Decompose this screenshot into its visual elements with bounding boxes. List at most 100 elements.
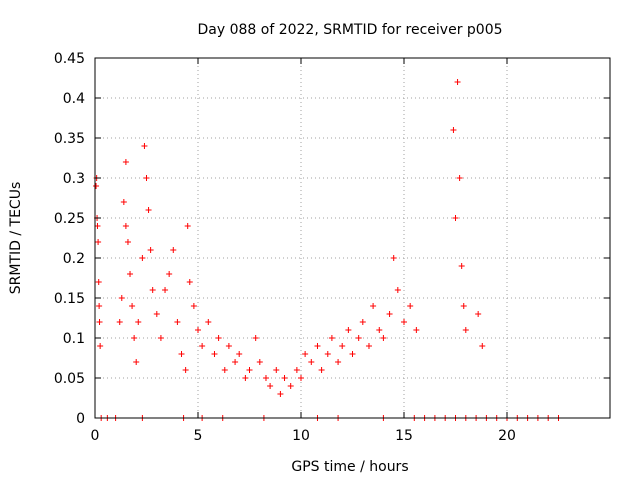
data-point	[456, 175, 463, 181]
data-point	[120, 199, 127, 205]
x-tick-label: 15	[395, 428, 413, 444]
data-point	[349, 351, 356, 357]
x-tick-label: 5	[194, 428, 203, 444]
data-point	[135, 319, 142, 325]
data-point	[281, 375, 288, 381]
data-point	[394, 287, 401, 293]
data-point	[122, 223, 129, 229]
data-point	[93, 183, 100, 189]
y-tick-label: 0.3	[63, 171, 85, 187]
grid-layer	[95, 58, 610, 418]
data-point	[454, 79, 461, 85]
y-tick-label: 0.35	[54, 131, 85, 147]
plot-frame	[94, 57, 611, 419]
x-tick-label: 0	[91, 428, 100, 444]
data-point	[205, 319, 212, 325]
data-point	[145, 207, 152, 213]
data-point	[335, 359, 342, 365]
y-tick-label: 0.2	[63, 251, 85, 267]
data-point	[314, 343, 321, 349]
data-point	[345, 327, 352, 333]
data-point	[95, 239, 102, 245]
data-point	[184, 223, 191, 229]
data-point	[452, 215, 459, 221]
data-point	[118, 295, 125, 301]
data-point	[262, 375, 269, 381]
data-point	[376, 327, 383, 333]
y-tick-label: 0.15	[54, 291, 85, 307]
ticks-layer: 0 0.05 0.1 0.15 0.2 0.25 0.3 0.35 0.4 0.45 0 5 10 15 2…	[54, 51, 610, 444]
data-point	[462, 327, 469, 333]
data-point	[236, 351, 243, 357]
data-point	[386, 311, 393, 317]
data-point	[308, 359, 315, 365]
data-point	[413, 327, 420, 333]
data-point	[401, 319, 407, 325]
data-point	[211, 351, 218, 357]
data-point	[355, 335, 362, 341]
data-point	[122, 159, 129, 165]
y-tick-label: 0.25	[54, 211, 85, 227]
chart-title: Day 088 of 2022, SRMTID for receiver p00…	[197, 22, 502, 38]
data-point	[170, 247, 177, 253]
data-point	[256, 359, 263, 365]
data-point	[359, 319, 366, 325]
data-point	[133, 359, 140, 365]
data-point	[277, 391, 284, 397]
data-point	[199, 343, 206, 349]
x-axis-label: GPS time / hours	[291, 459, 408, 475]
data-point	[293, 367, 300, 373]
y-axis-label: SRMTID / TECUs	[8, 182, 24, 295]
data-point	[195, 327, 201, 333]
data-point	[458, 263, 465, 269]
data-point	[242, 375, 249, 381]
data-point	[365, 343, 372, 349]
x-tick-label: 20	[498, 428, 516, 444]
data-point	[460, 303, 467, 309]
data-point	[129, 303, 136, 309]
data-point	[190, 303, 197, 309]
data-point	[127, 271, 134, 277]
data-point	[407, 303, 414, 309]
data-point	[225, 343, 232, 349]
data-point	[246, 367, 253, 373]
data-point	[232, 359, 239, 365]
y-tick-label: 0.4	[63, 91, 85, 107]
data-point	[96, 319, 103, 325]
data-point	[273, 367, 280, 373]
data-point	[166, 271, 173, 277]
data-point	[116, 319, 123, 325]
data-point	[139, 255, 146, 261]
data-point	[186, 279, 193, 285]
data-point	[302, 351, 309, 357]
data-point	[143, 175, 150, 181]
data-point	[149, 287, 156, 293]
data-point	[370, 303, 377, 309]
data-point	[339, 343, 346, 349]
data-point	[141, 143, 148, 149]
x-tick-label: 10	[292, 428, 310, 444]
data-point	[95, 279, 102, 285]
data-point	[162, 287, 169, 293]
y-tick-label: 0	[76, 411, 85, 427]
data-point	[318, 367, 325, 373]
data-point	[390, 255, 397, 261]
data-point	[324, 351, 331, 357]
data-point	[147, 247, 154, 253]
data-point	[182, 367, 189, 373]
data-point	[328, 335, 335, 341]
data-point	[153, 311, 160, 317]
data-point	[221, 367, 228, 373]
data-point	[174, 319, 181, 325]
data-point	[215, 335, 222, 341]
data-point	[96, 303, 103, 309]
data-point	[157, 335, 164, 341]
data-point	[267, 383, 274, 389]
data-point	[380, 335, 387, 341]
data-point	[131, 335, 138, 341]
data-point	[475, 311, 482, 317]
points-layer	[93, 79, 562, 421]
data-point	[252, 335, 259, 341]
y-tick-label: 0.1	[63, 331, 85, 347]
